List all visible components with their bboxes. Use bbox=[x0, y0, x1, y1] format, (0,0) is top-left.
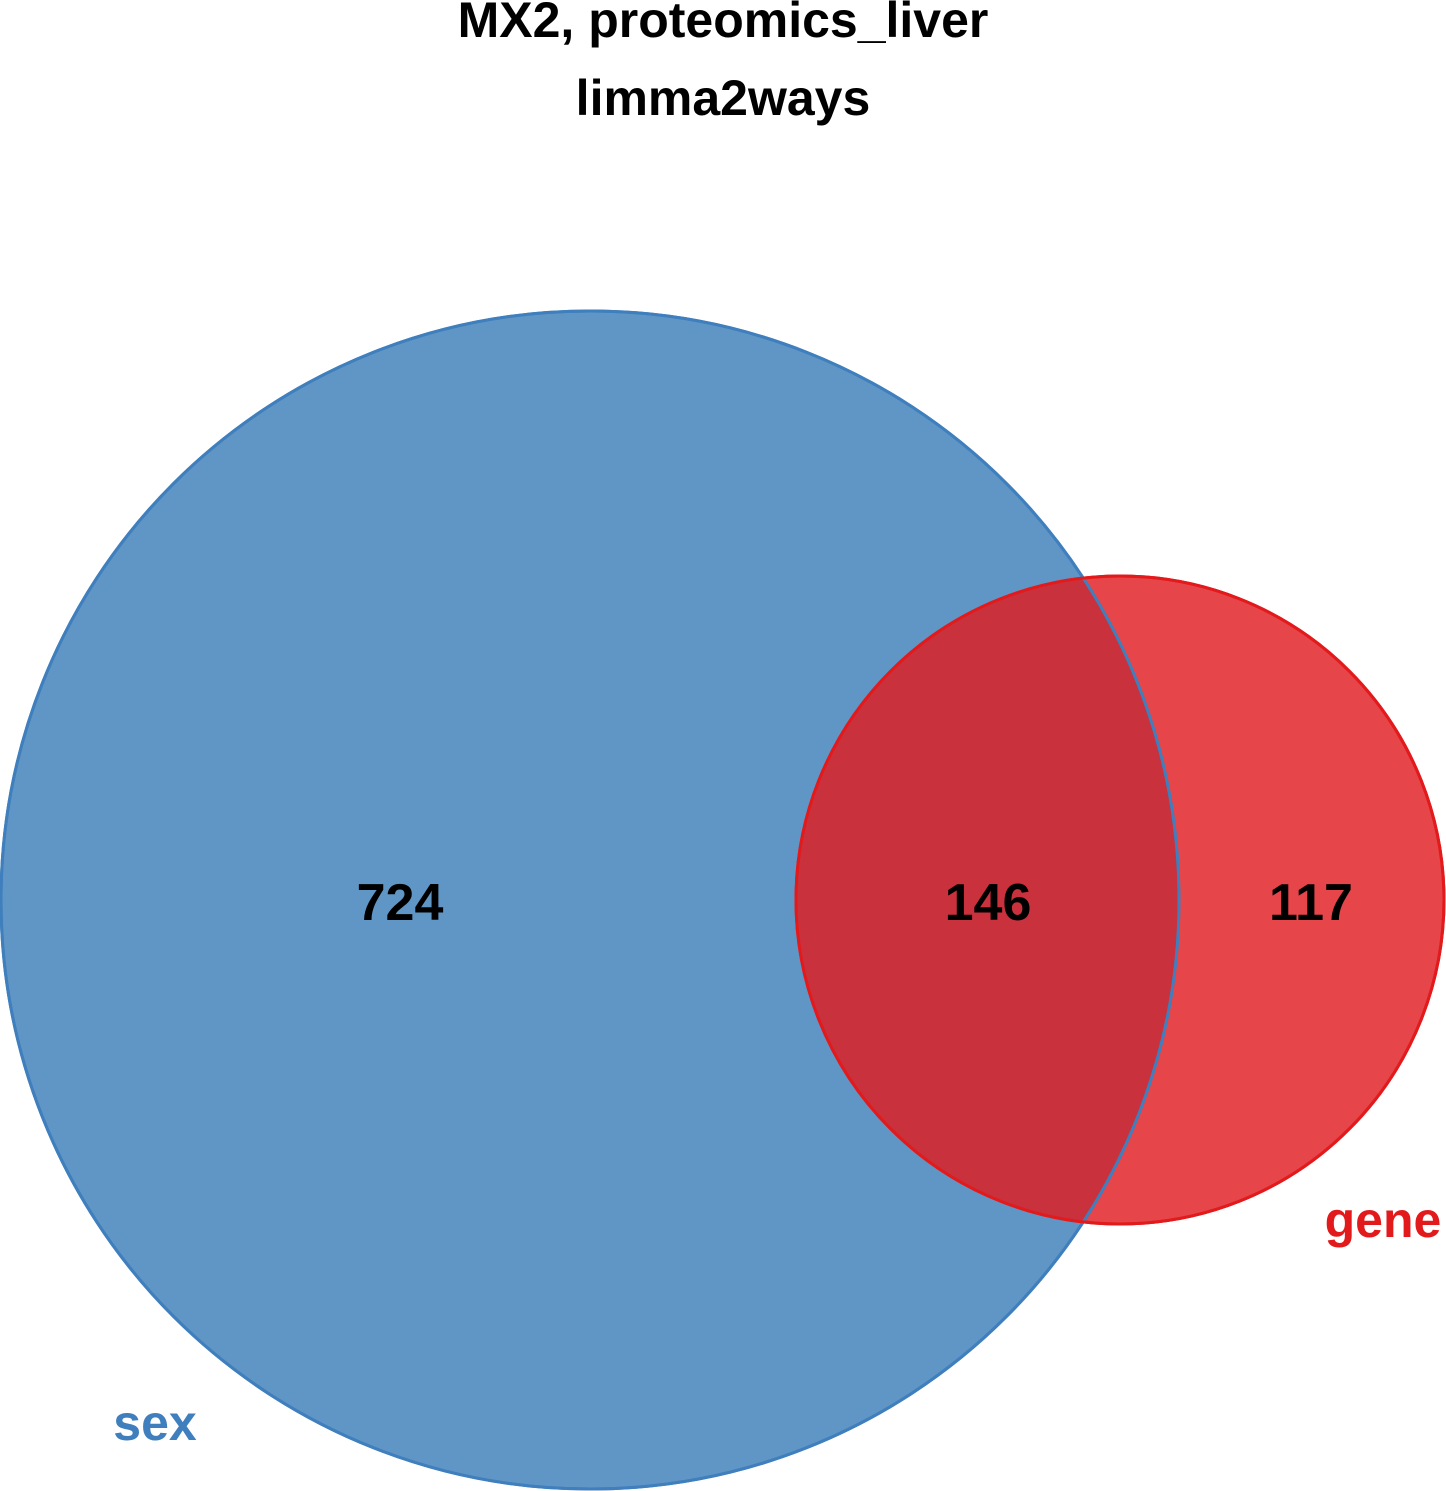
region-count-gene-only: 117 bbox=[1269, 874, 1353, 932]
set-outline-sex bbox=[0, 309, 1181, 1491]
set-label-gene: gene bbox=[1325, 1192, 1442, 1248]
chart-title-line2: limma2ways bbox=[576, 70, 871, 126]
chart-title-line1: MX2, proteomics_liver bbox=[458, 0, 989, 48]
set-label-sex: sex bbox=[113, 1395, 197, 1451]
set-outline-gene bbox=[794, 574, 1446, 1226]
overlap-region bbox=[796, 576, 1179, 1224]
region-count-both: 146 bbox=[945, 874, 1032, 932]
region-count-sex-only: 724 bbox=[357, 874, 444, 932]
